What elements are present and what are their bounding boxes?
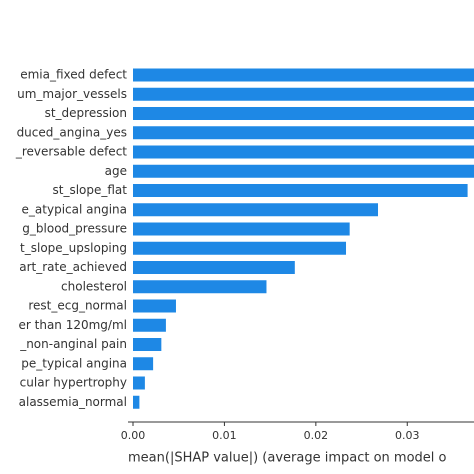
bar — [133, 87, 474, 101]
x-tick-label: 0.02 — [304, 429, 329, 442]
y-tick-label: pe_typical angina — [21, 356, 127, 370]
bar — [133, 222, 350, 236]
y-tick-label: st_depression — [45, 106, 127, 120]
y-tick-label: rest_ecg_normal — [28, 299, 127, 313]
bar — [133, 357, 154, 371]
y-tick-label: e_atypical angina — [22, 202, 127, 216]
bar — [133, 68, 474, 82]
y-tick-label: er than 120mg/ml — [19, 318, 128, 332]
bar — [133, 261, 295, 274]
bar — [133, 107, 474, 120]
y-tick-label: _reversable defect — [15, 145, 127, 159]
bar — [133, 126, 474, 140]
bar — [133, 395, 140, 409]
bar — [133, 241, 347, 255]
y-tick-label: duced_angina_yes — [17, 125, 127, 139]
y-tick-label: cholesterol — [61, 279, 127, 293]
y-tick-label: art_rate_achieved — [19, 260, 127, 274]
bar — [133, 299, 176, 313]
x-tick-label: 0.03 — [395, 429, 420, 442]
y-tick-label: st_slope_flat — [52, 183, 127, 197]
y-tick-label: g_blood_pressure — [22, 222, 127, 236]
bar — [133, 164, 474, 178]
bar — [133, 184, 468, 197]
x-tick-label: 0.00 — [121, 429, 146, 442]
y-tick-label: emia_fixed defect — [20, 68, 127, 82]
bar — [133, 376, 145, 390]
x-tick-label: 0.01 — [212, 429, 237, 442]
bar — [133, 280, 267, 294]
x-axis-label: mean(|SHAP value|) (average impact on mo… — [128, 451, 447, 466]
y-tick-label: age — [105, 164, 127, 178]
bar — [133, 203, 379, 217]
y-tick-label: alassemia_normal — [19, 395, 127, 409]
y-tick-label: t_slope_upsloping — [20, 241, 127, 255]
y-tick-label: um_major_vessels — [17, 87, 127, 101]
y-tick-label: _non-anginal pain — [19, 337, 127, 351]
bar — [133, 338, 162, 351]
bar — [133, 318, 166, 332]
y-tick-label: cular hypertrophy — [20, 376, 127, 390]
bar — [133, 145, 474, 159]
